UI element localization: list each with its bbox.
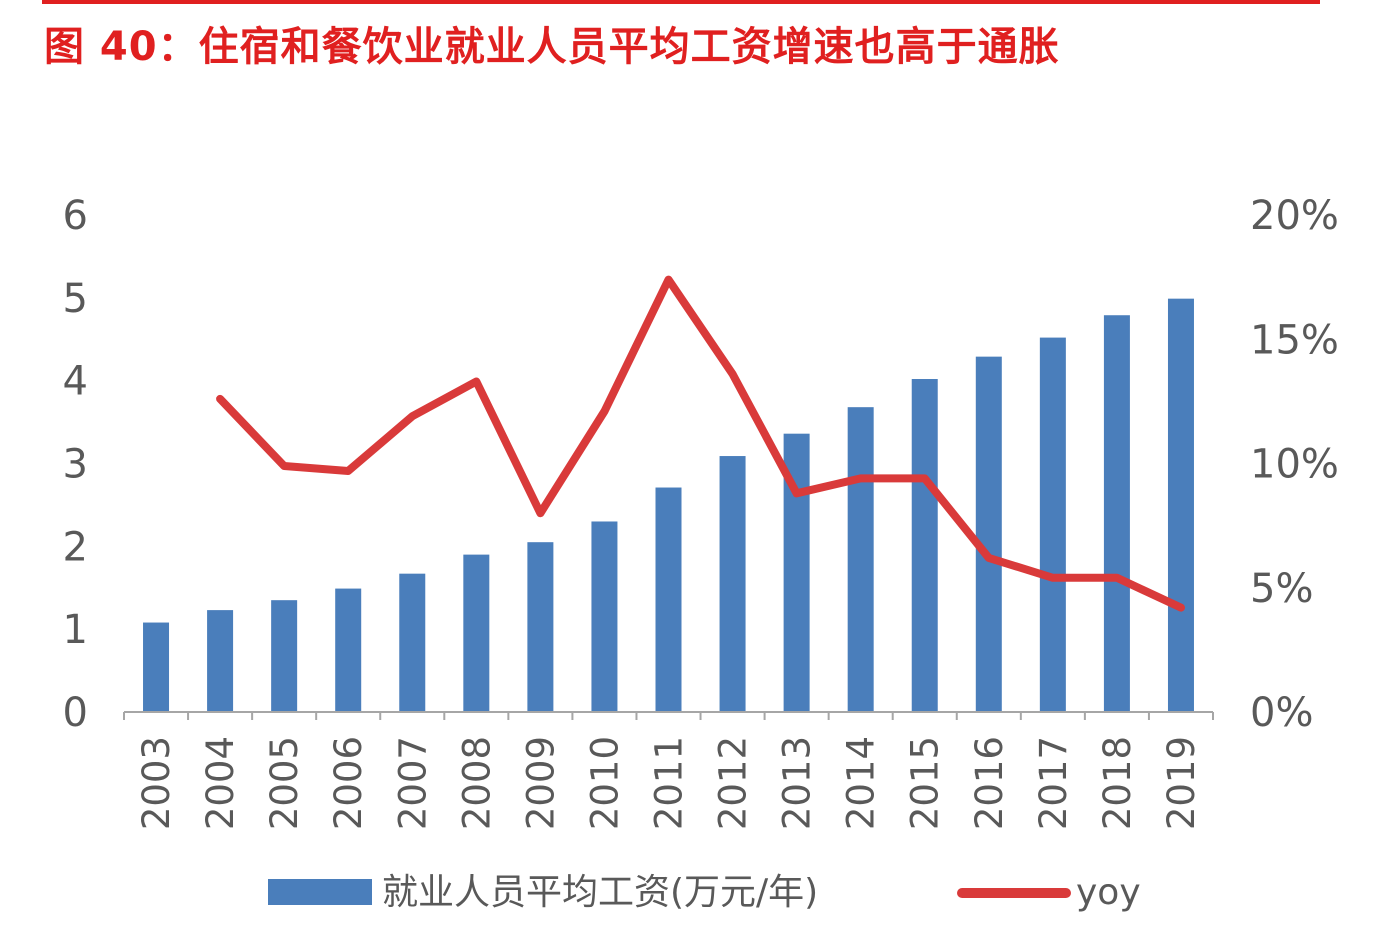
bar-2011: [655, 487, 682, 712]
yoy-point-2015: [924, 477, 926, 479]
bar-2019: [1167, 298, 1194, 712]
legend: 就业人员平均工资(万元/年) yoy: [268, 872, 1141, 913]
right-tick-label: 10%: [1250, 442, 1339, 488]
left-tick-label: 1: [63, 607, 88, 653]
right-tick-label: 5%: [1250, 566, 1313, 612]
bar-2008: [463, 554, 490, 712]
bar-2018: [1103, 315, 1130, 712]
x-tick-label: 2014: [840, 736, 883, 830]
x-tick-label: 2016: [968, 736, 1011, 830]
legend-line-label: yoy: [1076, 872, 1141, 913]
bar-2015: [911, 379, 938, 712]
x-axis-labels: 2003 2004 2005 2006 2007 2008 2009 2010 2011 2012…: [135, 736, 1203, 830]
right-tick-label: 20%: [1250, 193, 1339, 239]
right-tick-label: 15%: [1250, 317, 1339, 363]
x-tick-label: 2003: [135, 736, 178, 830]
x-tick-label: 2013: [776, 736, 819, 830]
title-rule: [42, 0, 1320, 4]
bar-2007: [399, 573, 426, 712]
x-tick-label: 2012: [712, 736, 755, 830]
bar-2016: [975, 356, 1002, 712]
yoy-point-2014: [860, 477, 862, 479]
bar-2009: [527, 542, 554, 712]
x-tick-label: 2004: [199, 736, 242, 830]
yoy-point-2012: [732, 373, 734, 375]
legend-bar-swatch: [268, 879, 372, 905]
left-tick-label: 2: [63, 524, 88, 570]
left-tick-label: 0: [63, 690, 88, 736]
legend-bar-label: 就业人员平均工资(万元/年): [382, 872, 818, 913]
x-tick-label: 2006: [327, 736, 370, 830]
left-tick-label: 5: [63, 276, 88, 322]
yoy-point-2019: [1180, 607, 1182, 609]
bar-2004: [207, 610, 234, 712]
bar-2017: [1039, 337, 1066, 712]
figure-title: 图 40：住宿和餐饮业就业人员平均工资增速也高于通胀: [44, 24, 1060, 70]
left-tick-label: 6: [63, 193, 88, 239]
left-tick-label: 3: [63, 442, 88, 488]
x-tick-label: 2018: [1096, 736, 1139, 830]
bar-2006: [335, 588, 362, 712]
x-axis-tick-marks: [123, 712, 1214, 720]
yoy-point-2011: [668, 279, 669, 281]
bar-2010: [591, 521, 618, 712]
yoy-point-2009: [539, 512, 541, 514]
x-tick-label: 2011: [648, 736, 691, 830]
x-tick-label: 2008: [455, 736, 498, 830]
x-tick-label: 2005: [263, 736, 306, 830]
x-tick-label: 2015: [904, 736, 947, 830]
x-tick-label: 2010: [583, 736, 626, 830]
yoy-point-2010: [603, 410, 605, 412]
bar-series: [143, 298, 1194, 712]
yoy-point-2007: [411, 415, 413, 417]
x-tick-label: 2007: [391, 736, 434, 830]
yoy-point-2008: [475, 380, 477, 382]
x-tick-label: 2019: [1160, 736, 1203, 830]
bar-2005: [271, 600, 298, 712]
yoy-point-2005: [283, 465, 285, 467]
right-tick-label: 0%: [1250, 690, 1313, 736]
yoy-line: [216, 275, 1185, 612]
bar-2012: [719, 456, 746, 712]
right-axis-ticks: 0% 5% 10% 15% 20%: [1250, 193, 1339, 736]
yoy-point-2018: [1116, 577, 1118, 579]
left-axis-ticks: 0 1 2 3 4 5 6: [63, 193, 88, 736]
x-tick-label: 2017: [1032, 736, 1075, 830]
yoy-point-2006: [347, 470, 349, 472]
bar-2003: [143, 622, 170, 712]
yoy-point-2016: [988, 557, 990, 559]
yoy-point-2004: [219, 398, 221, 400]
x-tick-label: 2009: [519, 736, 562, 830]
yoy-point-2013: [796, 492, 798, 494]
yoy-point-2017: [1052, 577, 1054, 579]
left-tick-label: 4: [63, 359, 88, 405]
bar-2014: [847, 407, 874, 712]
line-series: [216, 275, 1185, 612]
